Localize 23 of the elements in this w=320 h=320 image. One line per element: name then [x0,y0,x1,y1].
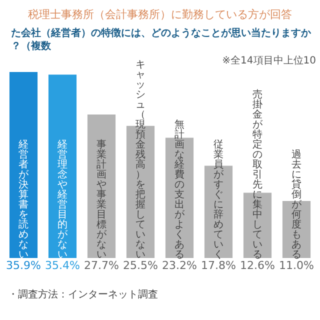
chart-title: 税理士事務所（会計事務所）に勤務している方が回答 [28,8,292,21]
data-label: 17.8% [201,259,236,272]
data-label: 35.4% [45,259,80,272]
bar [243,192,272,258]
category-label: 売掛金が特定の取引先に集中している [252,90,262,260]
data-label: 35.9% [6,259,41,272]
bar [9,72,38,258]
category-label: 従業員がすぐに辞めていく [214,140,224,260]
data-label: 11.0% [279,259,314,272]
text: ※全14項目中上位10 [222,54,316,66]
category-label: 過去に貸倒が何度もある [292,150,302,260]
text: ・調査方法：インターネット調査 [8,288,158,300]
bar [48,74,77,258]
data-label: 25.5% [123,259,158,272]
chart-subtitle: た会社（経営者）の特徴には、どのようなことが思い当たりますか？（複数 [11,27,312,52]
data-label: 23.2% [162,259,197,272]
category-label: 事業計画や事業目標がない [96,140,106,260]
data-label: 12.6% [240,259,275,272]
data-label: 27.7% [84,259,119,272]
category-label: 経営理念や経営目的がない [58,140,68,260]
category-label: 経営者が決算書を読めない [18,140,28,260]
category-label: 無計画な経費の支出がよくある [174,120,184,260]
category-label: キャッシュ（現預金残高）を把握していない [136,60,146,260]
